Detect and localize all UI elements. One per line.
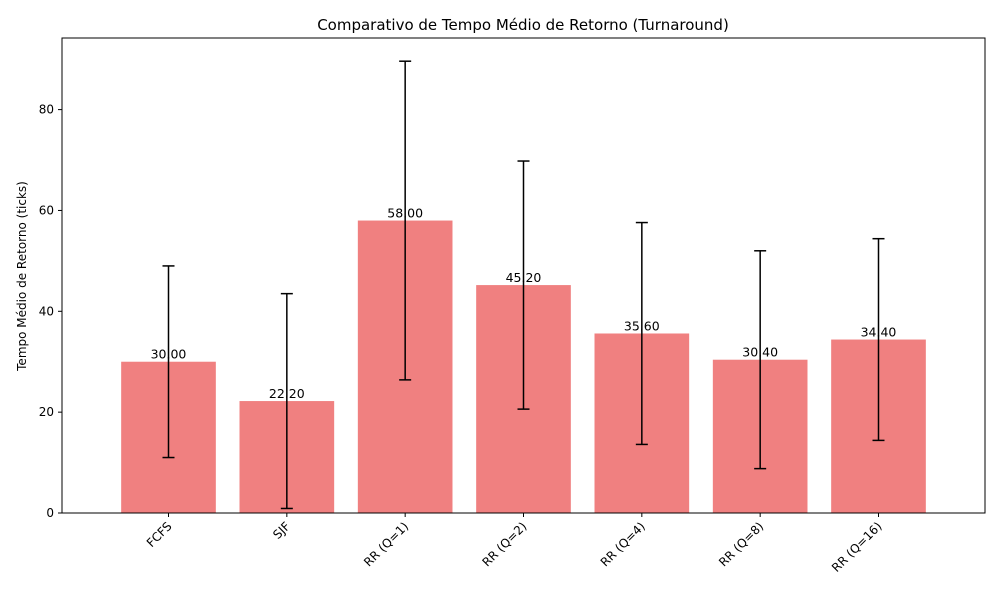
- x-tick-label: RR (Q=4): [598, 519, 648, 569]
- y-tick-label: 40: [39, 304, 54, 318]
- data-labels-layer: 30.00 22.20 58.00 45.20 35.60 30.40 34.40: [151, 206, 897, 402]
- bar-value-label: 22.20: [269, 386, 305, 401]
- x-tick-label: RR (Q=16): [829, 519, 885, 575]
- bar-value-label: 35.60: [624, 318, 660, 333]
- chart-title: Comparativo de Tempo Médio de Retorno (T…: [317, 16, 729, 34]
- y-tick-label: 20: [39, 405, 54, 419]
- x-tick-label: RR (Q=1): [361, 519, 411, 569]
- bar-value-label: 30.40: [742, 345, 778, 360]
- error-bars-layer: [162, 60, 885, 510]
- x-tick-label: RR (Q=8): [716, 519, 766, 569]
- y-tick-label: 80: [39, 103, 54, 117]
- x-tick-label: FCFS: [144, 519, 175, 550]
- bar-value-label: 30.00: [151, 347, 187, 362]
- x-tick-label: SJF: [270, 519, 293, 542]
- bar-value-label: 58.00: [387, 206, 423, 221]
- y-tick-label: 60: [39, 203, 54, 217]
- bar-value-label: 45.20: [506, 270, 542, 285]
- y-tick-label: 0: [46, 506, 54, 520]
- y-axis-label: Tempo Médio de Retorno (ticks): [15, 181, 29, 372]
- bar-value-label: 34.40: [861, 325, 897, 340]
- x-tick-label: RR (Q=2): [479, 519, 529, 569]
